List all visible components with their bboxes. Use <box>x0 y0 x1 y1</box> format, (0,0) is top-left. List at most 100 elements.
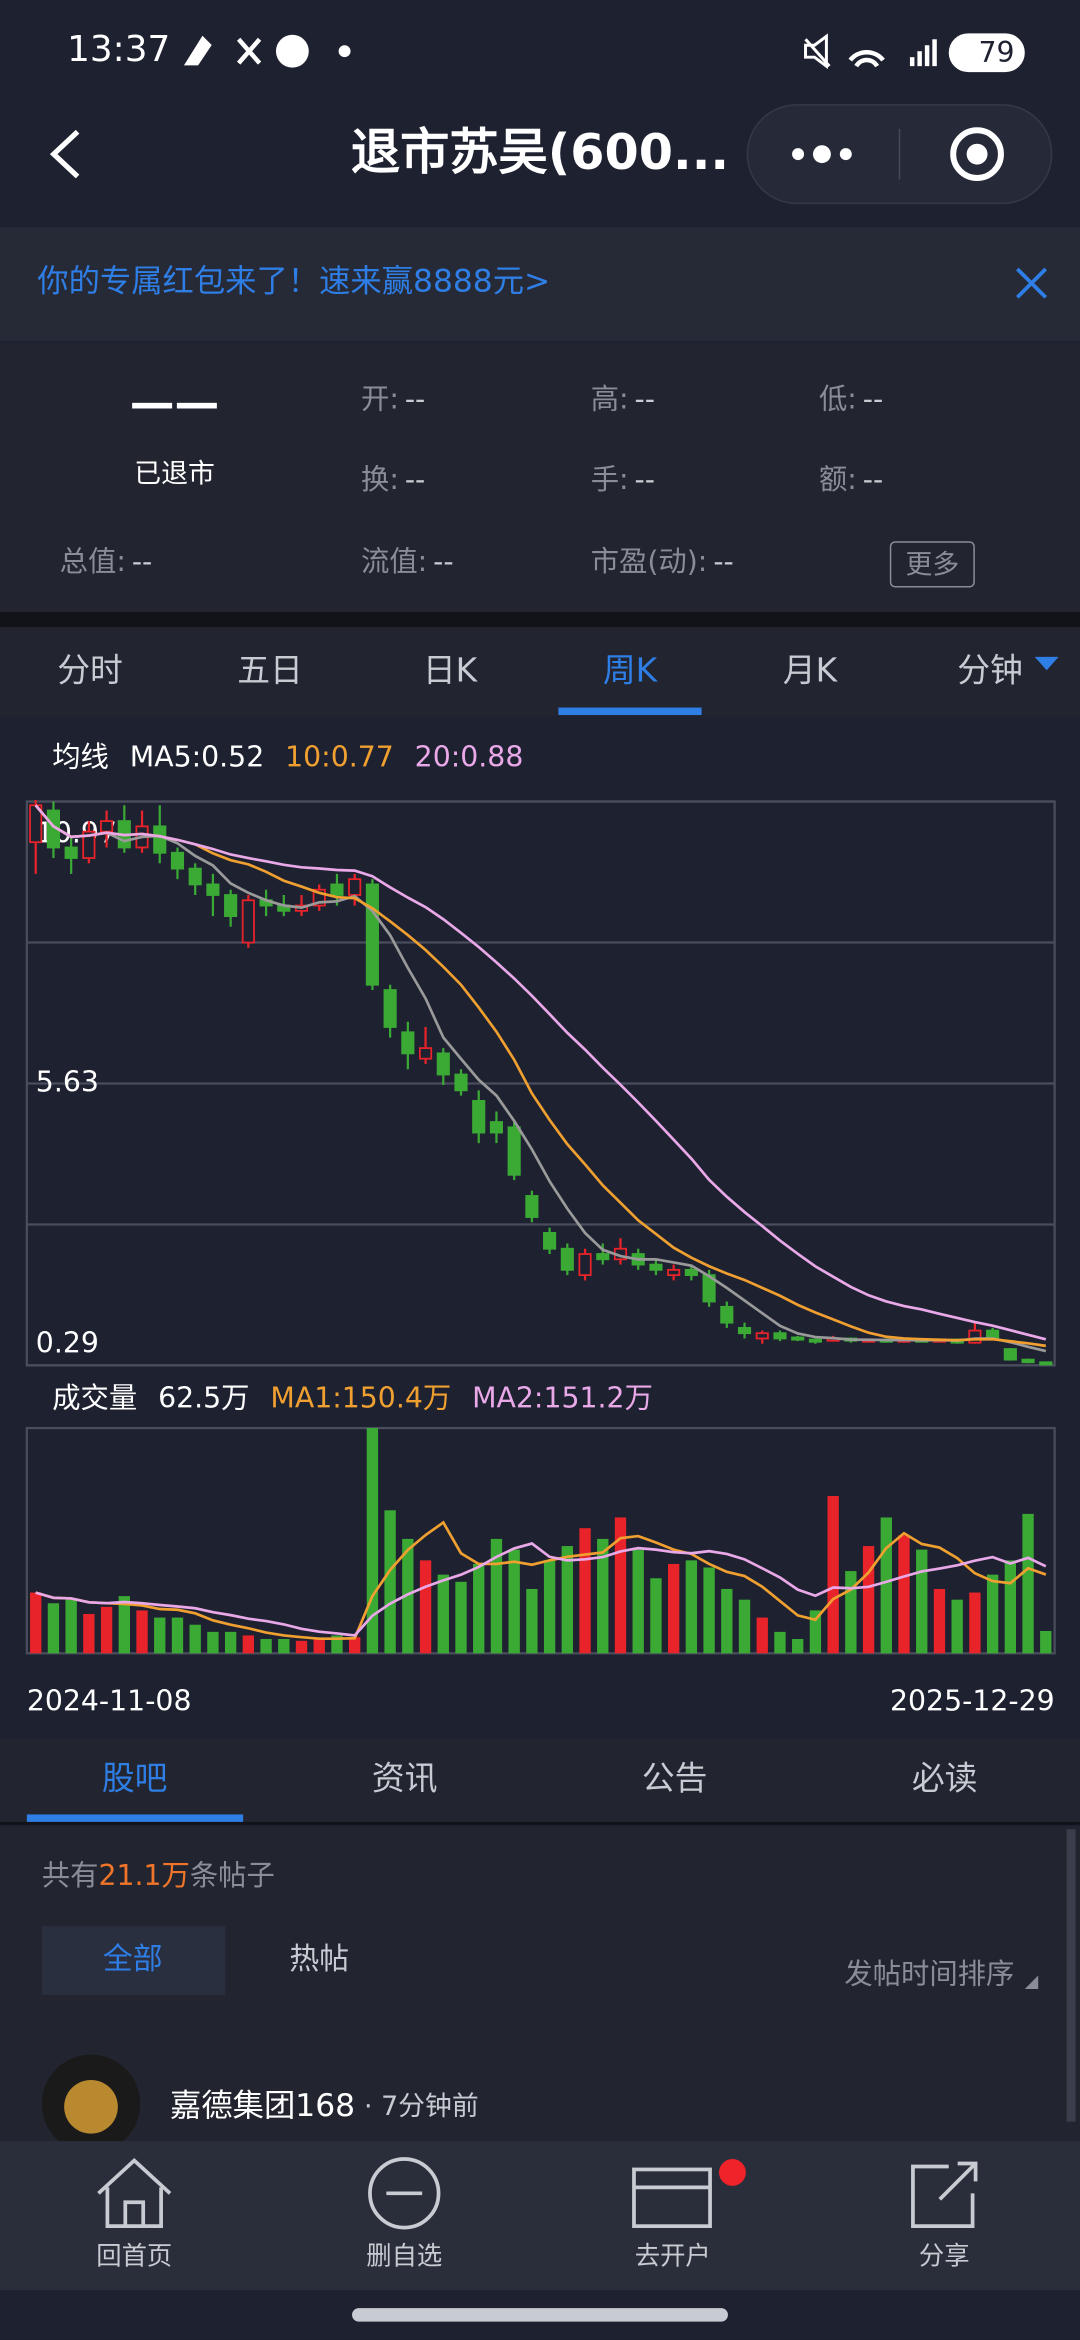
sub-tab[interactable]: 公告 <box>642 1760 708 1798</box>
sub-tab[interactable]: 股吧 <box>102 1760 168 1798</box>
sub-tabs <box>0 1738 1080 1824</box>
volume-frame <box>25 1426 1056 1655</box>
legend-ma5: MA5:0.52 <box>130 740 264 773</box>
volume-bar <box>543 1560 556 1654</box>
field-label: 市盈(动): <box>591 545 708 578</box>
candle-body <box>348 878 362 896</box>
tab[interactable]: 日K <box>423 651 479 689</box>
volume-bar <box>207 1631 219 1654</box>
quote-field: 流值: -- <box>361 545 454 578</box>
filter-hot[interactable]: 热帖 <box>289 1942 349 1977</box>
quote-fields: 开: -- 高: -- 低: -- 换: -- 手: -- 额: -- 总值: -- 流值: -… <box>60 382 884 578</box>
legend-title: 成交量 <box>52 1382 137 1415</box>
volume-bar <box>738 1599 751 1654</box>
nav-label[interactable]: 去开户 <box>635 2240 711 2270</box>
more-button[interactable] <box>889 541 975 588</box>
page-title: 退市苏吴(600... <box>351 123 729 181</box>
volume-bar <box>473 1563 485 1654</box>
quote-field: 换: -- <box>361 463 425 496</box>
volume-bar <box>916 1549 928 1654</box>
candle-body <box>153 825 167 854</box>
legend-ma10: 10:0.77 <box>285 740 394 773</box>
volume-bar <box>685 1560 698 1654</box>
home-indicator <box>352 2308 728 2322</box>
nav-label[interactable]: 分享 <box>919 2240 970 2270</box>
legend-title: 均线 <box>52 740 109 773</box>
nav-labels: 回首页 删自选 去开户 分享 <box>96 2240 969 2270</box>
quote-field: 总值: -- <box>60 545 153 578</box>
post-count: 共有21.1万条帖子 <box>42 1859 275 1892</box>
volume-bar <box>242 1635 255 1654</box>
legend-ma1: MA1:150.4万 <box>270 1382 451 1415</box>
field-value: -- <box>132 545 152 578</box>
candle-body <box>968 1329 982 1344</box>
candle-body <box>64 846 78 859</box>
sort-button[interactable]: 发帖时间排序 <box>844 1958 1014 1991</box>
post-author: 嘉德集团168 · 7分钟前 <box>170 2088 479 2124</box>
count-prefix: 共有 <box>42 1859 99 1892</box>
post-user[interactable]: 嘉德集团168 <box>170 2088 355 2124</box>
volume-bar <box>986 1574 999 1654</box>
banner-close[interactable] <box>1016 267 1048 299</box>
x-label: 2025-12-29 <box>890 1685 1055 1718</box>
back-button[interactable] <box>49 129 80 179</box>
field-value: -- <box>713 545 733 578</box>
separator <box>0 612 1080 628</box>
volume-bar <box>224 1631 237 1654</box>
bottom-nav <box>0 2141 1080 2291</box>
more-label[interactable]: 更多 <box>905 549 959 580</box>
candle-body <box>206 883 220 896</box>
candle-body <box>737 1327 752 1335</box>
nav-label[interactable]: 回首页 <box>96 2240 172 2270</box>
tab[interactable]: 分时 <box>57 651 123 689</box>
volume-bar <box>792 1639 804 1654</box>
volume-ma-line <box>35 1520 1047 1641</box>
chart: 均线 MA5:0.52 10:0.77 20:0.88 成交量 62.5万 MA1:150.… <box>25 740 1056 1718</box>
tab[interactable]: 五日 <box>237 651 303 689</box>
nav-label[interactable]: 删自选 <box>366 2240 442 2270</box>
quote-panel <box>0 343 1080 613</box>
volume-bar <box>30 1592 42 1654</box>
battery-level: 79 <box>978 36 1014 69</box>
status-time: 13:37 <box>67 29 170 70</box>
field-label: 额: <box>819 463 857 496</box>
banner[interactable] <box>0 227 1080 341</box>
tab[interactable]: 月K <box>783 651 839 689</box>
field-value: -- <box>433 545 453 578</box>
field-value: -- <box>635 382 655 415</box>
candle-body <box>791 1336 805 1341</box>
banner-text[interactable]: 你的专属红包来了！速来赢8888元> <box>37 263 550 299</box>
filter-all[interactable]: 全部 <box>103 1942 163 1977</box>
candle-body <box>330 883 344 896</box>
sub-tab[interactable]: 资讯 <box>372 1760 438 1798</box>
volume-bar <box>154 1617 166 1654</box>
candle-body <box>82 830 96 859</box>
field-label: 换: <box>361 463 399 496</box>
tab[interactable]: 分钟 <box>957 651 1023 689</box>
candle-body <box>1039 1361 1053 1366</box>
candle-body <box>489 1121 504 1134</box>
volume-bar <box>295 1640 308 1654</box>
status-icons <box>183 33 937 70</box>
candle-body <box>525 1195 539 1218</box>
quote-field: 手: -- <box>591 463 655 496</box>
candle-body <box>1003 1348 1017 1361</box>
x-label: 2024-11-08 <box>27 1685 192 1718</box>
volume-ma-line <box>35 1542 1047 1637</box>
candle-body <box>365 883 379 986</box>
field-label: 高: <box>591 382 629 415</box>
tab[interactable]: 周K <box>603 651 659 689</box>
filter-active-bg[interactable] <box>41 1926 226 1995</box>
menu-button[interactable] <box>792 145 852 164</box>
ma-line <box>34 804 1047 1348</box>
volume-bar <box>703 1567 715 1654</box>
notification-dot <box>719 2159 746 2186</box>
candle-body <box>649 1263 663 1271</box>
post-time: · 7分钟前 <box>364 2090 479 2121</box>
sub-tab[interactable]: 必读 <box>912 1760 978 1798</box>
legend-ma20: 20:0.88 <box>415 740 524 773</box>
close-mini-button[interactable] <box>950 127 1004 181</box>
candle-body <box>667 1268 681 1277</box>
tab-underline <box>558 707 702 716</box>
